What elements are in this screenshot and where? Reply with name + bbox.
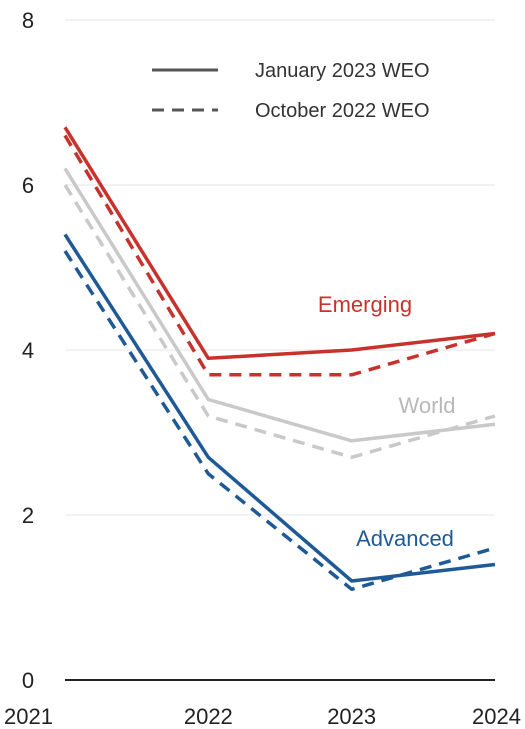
series-label-advanced: Advanced <box>356 526 454 551</box>
x-tick-label: 2021 <box>4 704 53 729</box>
y-tick-label: 2 <box>22 503 34 528</box>
legend: January 2023 WEO October 2022 WEO <box>152 60 430 122</box>
axes: 0 2 4 6 8 2021 2022 2023 2024 <box>4 8 521 729</box>
legend-label: January 2023 WEO <box>255 60 430 82</box>
series-lines <box>63 126 496 592</box>
series-label-emerging: Emerging <box>318 292 412 317</box>
series-line-world-dashed <box>63 184 496 460</box>
series-line-advanced-dashed <box>63 250 496 592</box>
gridlines <box>65 19 495 516</box>
y-tick-label: 4 <box>22 338 34 363</box>
y-tick-label: 0 <box>22 668 34 693</box>
series-line-emerging-solid <box>63 126 496 361</box>
series-line-world-solid <box>63 167 496 443</box>
y-tick-label: 8 <box>22 8 34 33</box>
legend-label: October 2022 WEO <box>255 100 430 122</box>
series-line-advanced-solid <box>63 233 496 583</box>
series-line-emerging-dashed <box>63 134 496 377</box>
x-tick-label: 2024 <box>472 704 521 729</box>
series-labels: Emerging World Advanced <box>318 292 456 551</box>
x-tick-label: 2022 <box>184 704 233 729</box>
y-tick-label: 6 <box>22 173 34 198</box>
x-tick-label: 2023 <box>327 704 376 729</box>
series-label-world: World <box>398 393 455 418</box>
